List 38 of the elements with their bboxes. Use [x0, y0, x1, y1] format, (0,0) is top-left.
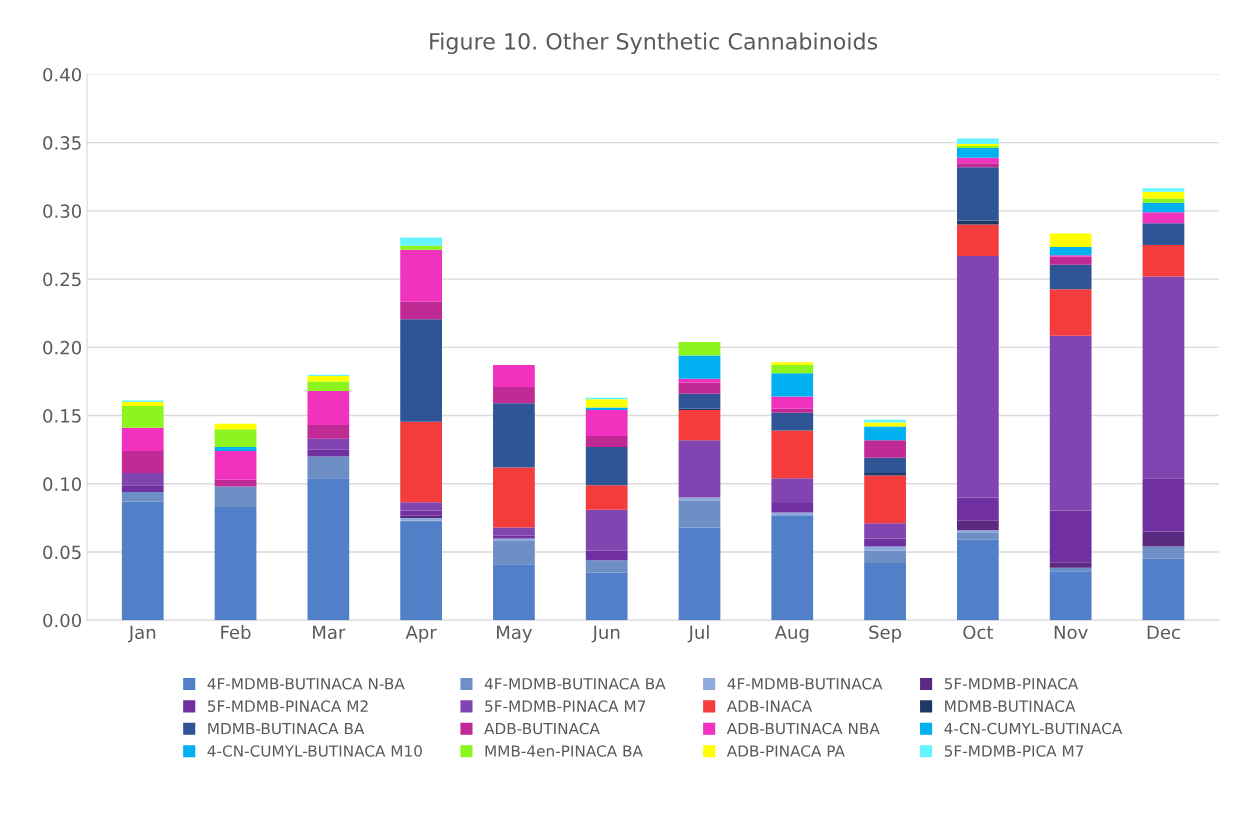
x-tick-label: May — [497, 625, 533, 643]
legend-label: MDMB-BUTINACA BA — [208, 722, 365, 735]
legend-label: 5F-MDMB-PINACA M2 — [207, 700, 368, 712]
x-tick-label: Dec — [1147, 625, 1180, 640]
x-tick-label: Apr — [405, 625, 437, 643]
x-tick-label: Feb — [221, 625, 251, 640]
legend-label: ADB-BUTINACA NBA — [726, 722, 880, 735]
x-tick-label: Jan — [127, 625, 156, 643]
y-tick-label: 0.15 — [43, 409, 81, 423]
legend-label: 4F-MDMB-BUTINACA N-BA — [207, 677, 405, 690]
x-tick-label: Sep — [869, 625, 902, 643]
legend-label: ADB-PINACA PA — [726, 745, 845, 757]
y-tick-label: 0.25 — [43, 272, 81, 287]
y-tick-label: 0.30 — [43, 204, 82, 218]
chart-title: Figure 10. Other Synthetic Cannabinoids — [430, 32, 878, 55]
y-tick-label: 0.00 — [43, 613, 82, 628]
legend-label: 4-CN-CUMYL-BUTINACA — [944, 722, 1123, 735]
legend-label: 4F-MDMB-BUTINACA BA — [484, 677, 666, 690]
legend-label: ADB-BUTINACA — [484, 722, 600, 735]
x-tick-label: Oct — [963, 625, 994, 640]
legend-label: 4F-MDMB-BUTINACA — [727, 677, 883, 690]
y-tick-label: 0.40 — [43, 67, 82, 82]
y-tick-label: 0.10 — [43, 477, 82, 491]
legend-label: 4-CN-CUMYL-BUTINACA M10 — [207, 745, 422, 757]
y-tick-label: 0.35 — [43, 136, 81, 150]
legend-label: ADB-INACA — [726, 700, 813, 712]
x-tick-label: Nov — [1054, 625, 1088, 640]
x-tick-label: Jun — [591, 625, 620, 643]
legend-label: 5F-MDMB-PINACA — [944, 677, 1079, 690]
legend-label: 5F-MDMB-PICA M7 — [944, 745, 1084, 757]
x-tick-label: Jul — [687, 625, 709, 643]
legend-label: MDMB-BUTINACA — [945, 700, 1076, 712]
legend-label: 5F-MDMB-PINACA M7 — [485, 700, 646, 712]
x-tick-label: Mar — [313, 625, 346, 640]
y-tick-label: 0.05 — [43, 545, 81, 560]
x-tick-label: Aug — [774, 625, 809, 643]
legend-label: MMB-4en-PINACA BA — [485, 745, 643, 757]
y-tick-label: 0.20 — [43, 340, 82, 355]
